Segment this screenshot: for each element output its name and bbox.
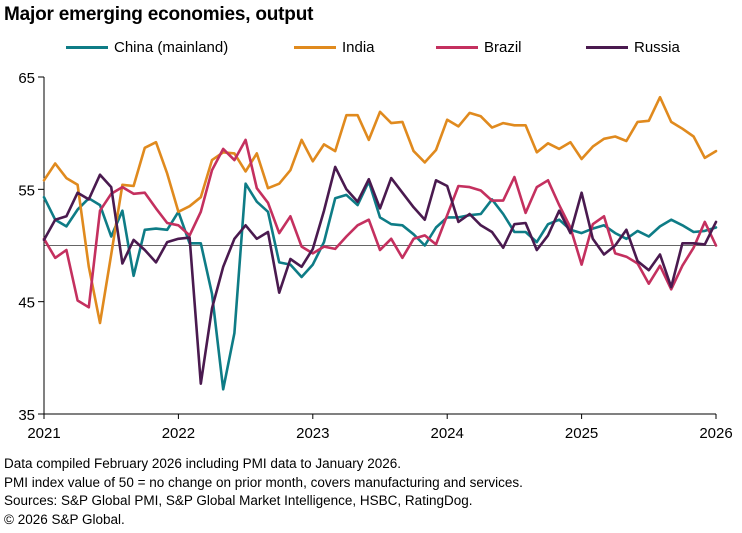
legend-swatch-brazil <box>436 46 478 49</box>
y-tick-label-35: 35 <box>18 407 35 424</box>
series-line-india <box>42 95 718 325</box>
x-tick-label-2025: 2025 <box>565 425 598 442</box>
series-line-brazil <box>42 138 718 309</box>
y-tick-label-65: 65 <box>18 70 35 87</box>
legend-label-china: China (mainland) <box>114 39 229 56</box>
legend-item-india: India <box>294 39 375 56</box>
legend-item-russia: Russia <box>586 39 680 56</box>
x-tick-label-2022: 2022 <box>162 425 195 442</box>
note-sources: Sources: S&P Global PMI, S&P Global Mark… <box>4 493 473 508</box>
x-tick-label-2023: 2023 <box>296 425 329 442</box>
note-copyright: © 2026 S&P Global. <box>4 511 125 527</box>
note-compiled: Data compiled February 2026 including PM… <box>4 456 401 471</box>
chart-title: Major emerging economies, output <box>4 4 314 25</box>
legend-swatch-india <box>294 46 336 49</box>
chart-notes: Data compiled February 2026 including PM… <box>4 455 523 529</box>
x-tick-label-2024: 2024 <box>431 425 464 442</box>
legend-swatch-russia <box>586 46 628 49</box>
series-line-china <box>42 180 718 391</box>
series-line-russia <box>42 165 718 386</box>
legend-label-brazil: Brazil <box>484 39 522 56</box>
x-tick-label-2026: 2026 <box>699 425 732 442</box>
legend-label-india: India <box>342 39 375 56</box>
legend-swatch-china <box>66 46 108 49</box>
note-pmi-definition: PMI index value of 50 = no change on pri… <box>4 474 523 490</box>
x-tick-label-2021: 2021 <box>27 425 60 442</box>
y-tick-label-55: 55 <box>18 182 35 199</box>
chart-legend: China (mainland) India Brazil Russia <box>0 39 742 61</box>
legend-label-russia: Russia <box>634 39 680 56</box>
legend-item-brazil: Brazil <box>436 39 522 56</box>
y-tick-label-45: 45 <box>18 295 35 312</box>
legend-item-china: China (mainland) <box>66 39 228 56</box>
